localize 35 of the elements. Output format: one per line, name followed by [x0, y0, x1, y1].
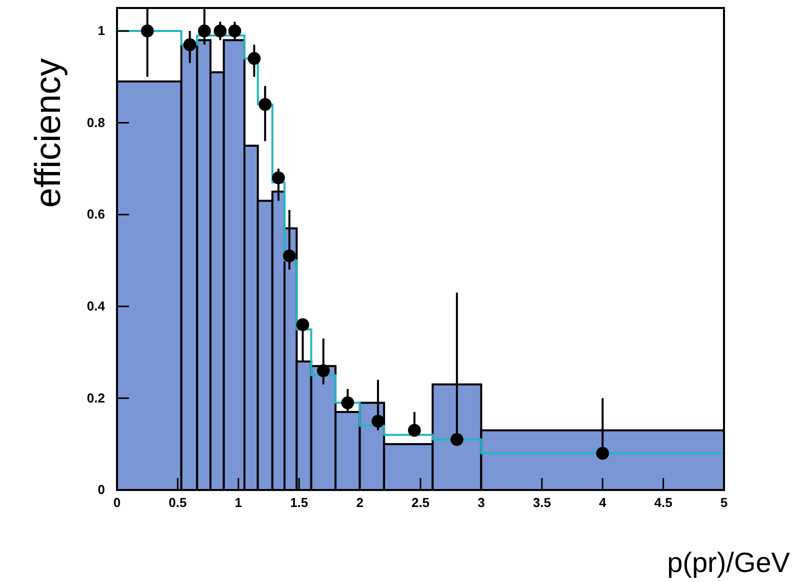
x-axis-title: p(pr)/GeV — [667, 547, 790, 578]
x-tick-label: 1.5 — [290, 495, 308, 510]
point — [248, 52, 261, 65]
point — [450, 433, 464, 446]
point — [272, 171, 285, 184]
point — [296, 318, 310, 332]
point — [372, 414, 384, 428]
point — [228, 24, 242, 38]
x-tick-label: 5 — [720, 495, 728, 510]
x-tick-label: 3.5 — [532, 495, 551, 510]
point — [316, 364, 330, 378]
point — [140, 24, 154, 38]
y-tick-label: 0.6 — [86, 206, 105, 222]
y-tick-label: 0.8 — [86, 114, 105, 130]
y-tick-label: 1 — [98, 23, 105, 38]
y-tick-label: 0.2 — [86, 390, 105, 406]
point — [282, 249, 296, 262]
x-tick-label: 0 — [113, 495, 121, 510]
x-tick-label: 0.5 — [168, 495, 187, 510]
x-tick-label: 4.5 — [654, 495, 672, 510]
point — [258, 98, 272, 111]
point — [341, 396, 354, 410]
point — [408, 424, 421, 437]
x-tick-label: 1 — [234, 495, 242, 510]
point — [198, 24, 211, 38]
x-tick-label: 2 — [356, 495, 364, 510]
point — [214, 24, 227, 38]
y-axis-title: efficiency — [27, 58, 68, 208]
y-tick-label: 0.4 — [86, 298, 106, 314]
x-tick-label: 3 — [478, 495, 485, 510]
point — [183, 38, 196, 52]
point — [596, 446, 610, 460]
x-tick-label: 4 — [598, 495, 607, 510]
x-tick-label: 2.5 — [411, 495, 430, 510]
y-tick-label: 0 — [98, 482, 105, 498]
